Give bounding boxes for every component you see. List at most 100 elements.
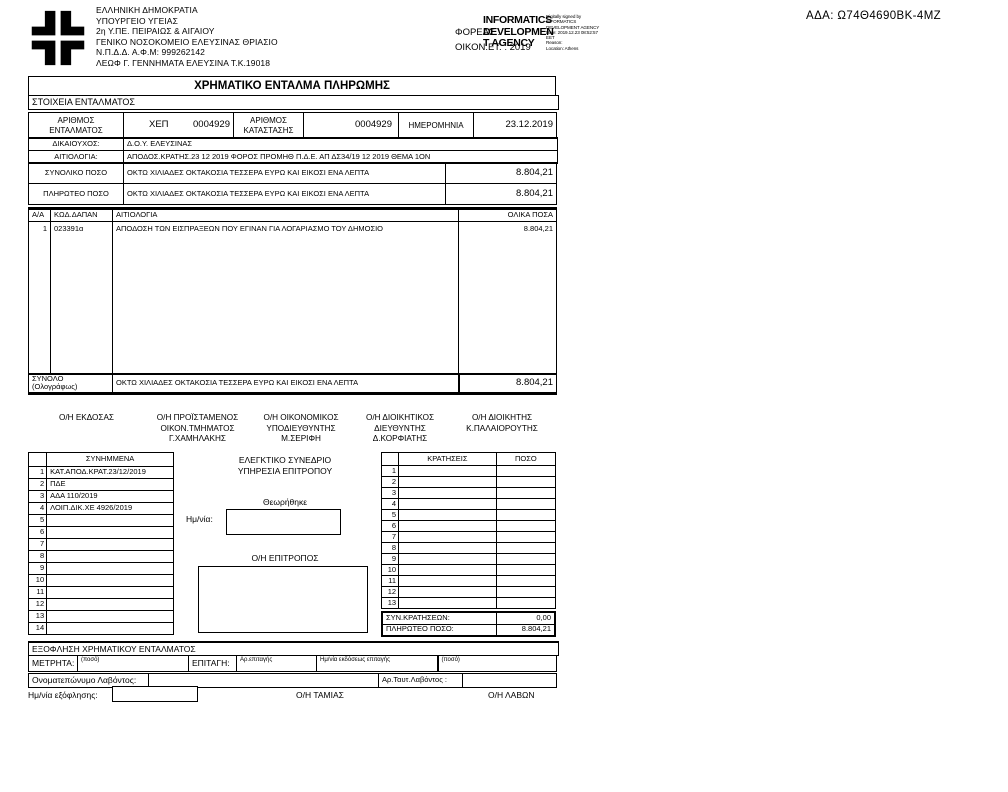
issuer-line: ΓΕΝΙΚΟ ΝΟΣΟΚΟΜΕΙΟ ΕΛΕΥΣΙΝΑΣ ΘΡΙΑΣΙΟ: [96, 36, 278, 47]
total-amount-value: 8.804,21: [445, 162, 557, 184]
deduction-row-amount: [495, 597, 557, 609]
payable-amount-value: 8.804,21: [445, 183, 557, 205]
deduction-row-name: [398, 476, 497, 488]
court-date-box: [226, 509, 341, 535]
attachment-row-num: 4: [27, 502, 48, 515]
expense-header-amount: ΟΛΙΚΑ ΠΟΣΑ: [458, 208, 557, 222]
fiscal-year-label: ΟΙΚΟΝ.ΕΤ. : 2019: [455, 42, 531, 53]
deduction-row-amount: [495, 465, 557, 477]
order-number-cell: ΧΕΠ 0004929: [123, 112, 234, 139]
expense-table: Α/Α ΚΩΔ.ΔΑΠΑΝ ΑΙΤΙΟΛΟΓΙΑ ΟΛΙΚΑ ΠΟΣΑ 1 02…: [28, 207, 557, 395]
attachment-row-num: 7: [27, 538, 48, 551]
cash-label: ΜΕΤΡΗΤΑ:: [28, 655, 78, 672]
deduction-row-amount: [495, 575, 557, 587]
deductions-table: ΚΡΑΤΗΣΕΙΣ ΠΟΣΟ 1 2 3 4 5 6 7 8 9 10 11 1…: [380, 452, 557, 609]
settlement-date-label: Ημ/νία εξόφλησης:: [28, 690, 98, 700]
attachment-row-text: ΠΔΕ: [46, 478, 174, 491]
issuer-line: ΥΠΟΥΡΓΕΙΟ ΥΓΕΙΑΣ: [96, 15, 178, 26]
deduction-row-amount: [495, 531, 557, 543]
attachment-row-num: 12: [27, 598, 48, 611]
total-amount-words: ΟΚΤΩ ΧΙΛΙΑΔΕΣ ΟΚΤΑΚΟΣΙΑ ΤΕΣΣΕΡΑ ΕΥΡΩ ΚΑΙ…: [123, 162, 446, 184]
expense-row-aa: 1: [28, 221, 51, 374]
issuer-line: ΛΕΩΦ Γ. ΓΕΝΝΗΜΑΤΑ ΕΛΕΥΣΙΝΑ Τ.Κ.19018: [96, 57, 271, 68]
deduction-row-num: 3: [380, 487, 400, 499]
details-table-row23: ΔΙΚΑΙΟΥΧΟΣ: Δ.Ο.Υ. ΕΛΕΥΣΙΝΑΣ ΑΙΤΙΟΛΟΓΙΑ:…: [28, 137, 558, 164]
deductions-payable-value: 8.804,21: [495, 623, 556, 637]
total-amount-label: ΣΥΝΟΛΙΚΟ ΠΟΣΟ: [28, 162, 124, 184]
signatures-row: Ο/Η ΕΚΔΟΣΑΣ Ο/Η ΠΡΟΪΣΤΑΜΕΝΟΣ ΟΙΚΟΝ.ΤΜΗΜΑ…: [28, 413, 556, 445]
attachment-row-text: ΚΑΤ.ΑΠΟΔ.ΚΡΑΤ.23/12/2019: [46, 466, 174, 479]
deductions-header-amount: ΠΟΣΟ: [495, 452, 557, 466]
attachment-row-text: ΛΟΙΠ.ΔΙΚ.ΧΕ 4926/2019: [46, 502, 174, 515]
attachment-row-num: 5: [27, 514, 48, 527]
deduction-row-amount: [495, 586, 557, 598]
deduction-row-name: [398, 487, 497, 499]
deduction-row-name: [398, 542, 497, 554]
deduction-row-num: 5: [380, 509, 400, 521]
cheque-date-cell: Ημ/νία εκδόσεως επιταγής: [316, 655, 438, 672]
attachment-row-text: [46, 538, 174, 551]
deduction-row-name: [398, 509, 497, 521]
health-cross-logo: [31, 10, 85, 66]
issuer-line: Ν.Π.Δ.Δ. Α.Φ.Μ: 999262142: [96, 47, 205, 57]
deduction-row-amount: [495, 498, 557, 510]
deduction-row-name: [398, 553, 497, 565]
deduction-row-num: 6: [380, 520, 400, 532]
expense-total-amount: 8.804,21: [457, 372, 557, 394]
expense-row-reason: ΑΠΟΔΟΣΗ ΤΩΝ ΕΙΣΠΡΑΞΕΩΝ ΠΟΥ ΕΓΙΝΑΝ ΓΙΑ ΛΟ…: [112, 221, 459, 374]
recipient-name-label: Ονοματεπώνυμο Λαβόντος:: [28, 673, 149, 688]
attachment-row-num: 9: [27, 562, 48, 575]
cheque-label: ΕΠΙΤΑΓΗ:: [188, 655, 237, 672]
settlement-date-box: [112, 686, 198, 702]
approved-label: Θεωρήθηκε: [262, 497, 308, 507]
document-title: ΧΡΗΜΑΤΙΚΟ ΕΝΤΑΛΜΑ ΠΛΗΡΩΜΗΣ: [28, 76, 556, 96]
attachment-row-text: [46, 610, 174, 623]
cheque-number-cell: Αρ.επιταγής: [236, 655, 317, 672]
signature-administrative-director: Ο/Η ΔΙΟΙΚΗΤΙΚΟΣ ΔΙΕΥΘΥΝΤΗΣ Δ.ΚΟΡΦΙΑΤΗΣ: [365, 413, 435, 443]
details-table-row1: ΑΡΙΘΜΟΣ ΕΝΤΑΛΜΑΤΟΣ ΧΕΠ 0004929 ΑΡΙΘΜΟΣ Κ…: [28, 112, 557, 139]
deductions-total-value: 0,00: [495, 611, 556, 625]
cheque-amount-cell: (ποσό): [436, 655, 557, 672]
ada-code: ΑΔΑ: Ω74Θ4690ΒΚ-4ΜΖ: [806, 10, 942, 22]
deduction-row-num: 7: [380, 531, 400, 543]
expense-header-aa: Α/Α: [28, 208, 51, 222]
deduction-row-amount: [495, 553, 557, 565]
expense-row-amount: 8.804,21: [458, 221, 557, 374]
issuer-block: ΕΛΛΗΝΙΚΗ ΔΗΜΟΚΡΑΤΙΑ ΥΠΟΥΡΓΕΙΟ ΥΓΕΙΑΣ 2η …: [96, 5, 278, 68]
attachment-row-num: 14: [27, 622, 48, 635]
signature-governor: Ο/Η ΔΙΟΙΚΗΤΗΣ Κ.ΠΑΛΑΙΟΡΟΥΤΗΣ: [466, 413, 538, 433]
attachments-header-title: ΣΥΝΗΜΜΕΝΑ: [46, 452, 174, 467]
receiver-signature-label: Ο/Η ΛΑΒΩΝ: [488, 690, 535, 700]
court-date-label: Ημ/νία:: [186, 514, 213, 524]
attachment-row-num: 3: [27, 490, 48, 503]
cashier-signature-label: Ο/Η ΤΑΜΙΑΣ: [296, 690, 344, 700]
order-number-prefix: ΧΕΠ: [149, 119, 169, 131]
expense-total-words: ΟΚΤΩ ΧΙΛΙΑΔΕΣ ΟΚΤΑΚΟΣΙΑ ΤΕΣΣΕΡΑ ΕΥΡΩ ΚΑΙ…: [112, 372, 459, 394]
deduction-row-num: 11: [380, 575, 400, 587]
deductions-total-label: ΣΥΝ.ΚΡΑΤΗΣΕΩΝ:: [381, 611, 497, 625]
deduction-row-num: 12: [380, 586, 400, 598]
deduction-row-name: [398, 597, 497, 609]
deduction-row-name: [398, 465, 497, 477]
attachment-row-text: [46, 622, 174, 635]
settlement-method-row: ΜΕΤΡΗΤΑ: (ποσό) ΕΠΙΤΑΓΗ: Αρ.επιταγής Ημ/…: [28, 655, 557, 672]
issuer-line: ΕΛΛΗΝΙΚΗ ΔΗΜΟΚΡΑΤΙΑ: [96, 5, 198, 15]
deduction-row-num: 2: [380, 476, 400, 488]
deduction-row-name: [398, 520, 497, 532]
statement-number-value: 0004929: [303, 112, 399, 139]
deduction-row-num: 13: [380, 597, 400, 609]
order-number-value: 0004929: [193, 119, 230, 131]
deduction-row-name: [398, 498, 497, 510]
attachment-row-text: [46, 514, 174, 527]
deduction-row-name: [398, 564, 497, 576]
deductions-totals-box: ΣΥΝ.ΚΡΑΤΗΣΕΩΝ: 0,00 ΠΛΗΡΩΤΕΟ ΠΟΣΟ: 8.804…: [381, 611, 556, 637]
deduction-row-num: 8: [380, 542, 400, 554]
digital-signature-stamp-small: Digitally signed by INFORMATICS DEVELOPM…: [546, 14, 600, 51]
deduction-row-amount: [495, 520, 557, 532]
payable-amount-words: ΟΚΤΩ ΧΙΛΙΑΔΕΣ ΟΚΤΑΚΟΣΙΑ ΤΕΣΣΕΡΑ ΕΥΡΩ ΚΑΙ…: [123, 183, 446, 205]
attachments-table: ΣΥΝΗΜΜΕΝΑ 1 ΚΑΤ.ΑΠΟΔ.ΚΡΑΤ.23/12/2019 2 ΠΔΕ…: [27, 452, 174, 635]
issuer-line: 2η Υ.ΠΕ. ΠΕΙΡΑΙΩΣ & ΑΙΓΑΙΟΥ: [96, 26, 215, 36]
attachment-row-num: 8: [27, 550, 48, 563]
expense-row-code: 023391α: [50, 221, 113, 374]
